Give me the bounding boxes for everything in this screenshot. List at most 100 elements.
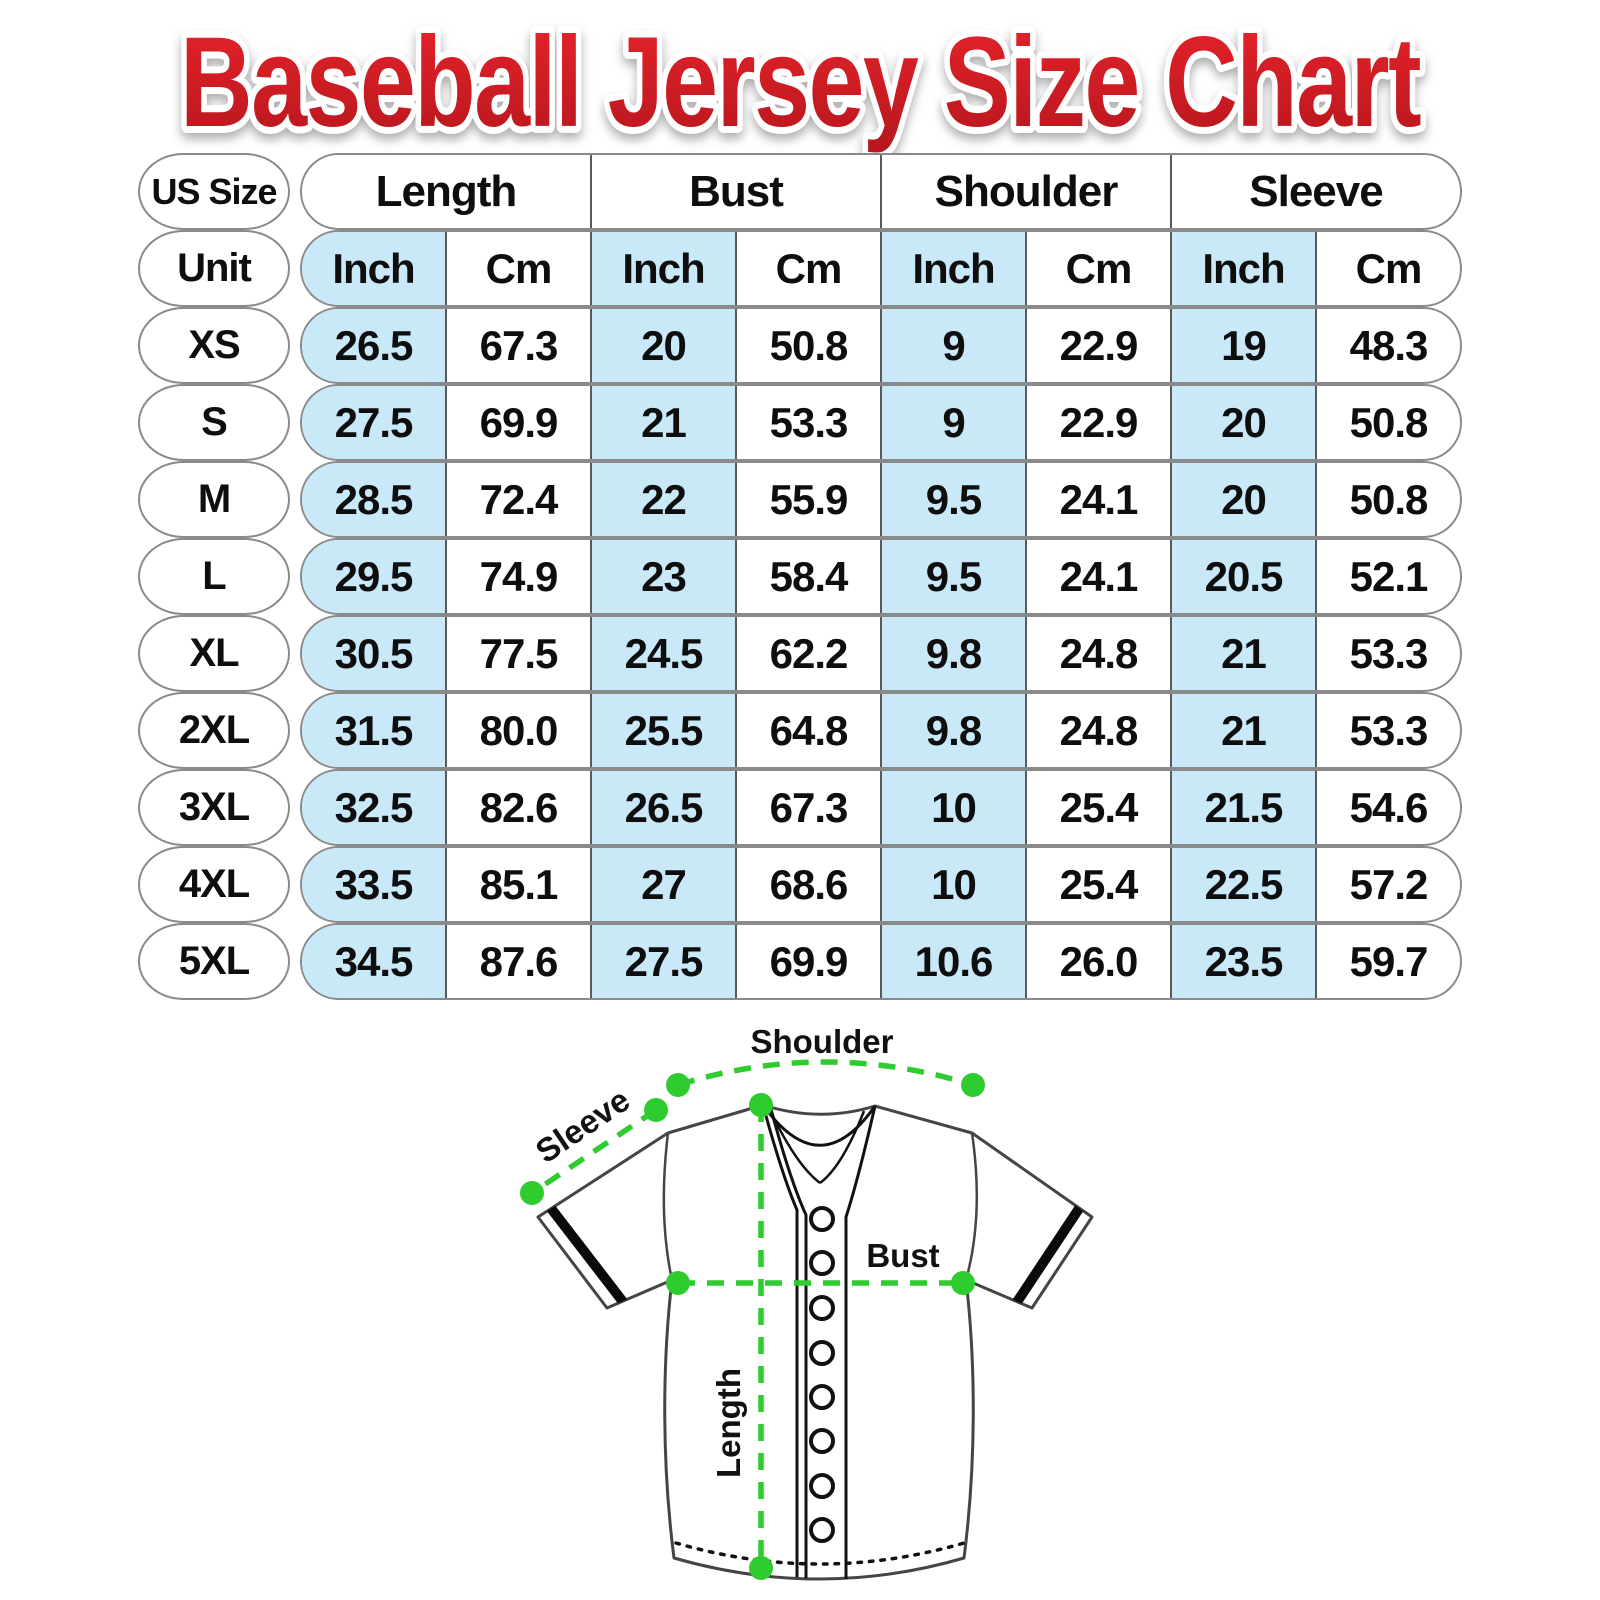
row-values-pill: 27.5 69.9 21 53.3 9 22.9 20 50.8 [300,384,1462,461]
size-label: 3XL [138,769,290,846]
value-cell: 20 [590,309,735,382]
value-cell: 27 [590,848,735,921]
value-cell: 23 [590,540,735,613]
value-cell: 28.5 [302,463,445,536]
value-cell: 22.5 [1170,848,1315,921]
value-cell: 32.5 [302,771,445,844]
row-values-pill: 31.5 80.0 25.5 64.8 9.8 24.8 21 53.3 [300,692,1462,769]
size-label: XS [138,307,290,384]
row-values-pill: 28.5 72.4 22 55.9 9.5 24.1 20 50.8 [300,461,1462,538]
value-cell: 34.5 [302,925,445,998]
value-cell: 30.5 [302,617,445,690]
value-cell: 26.5 [590,771,735,844]
table-row: S 27.5 69.9 21 53.3 9 22.9 20 50.8 [138,384,1462,461]
measurement-endpoints [520,1073,985,1580]
value-cell: 21 [1170,694,1315,767]
value-cell: 9 [880,386,1025,459]
value-cell: 24.8 [1025,694,1170,767]
row-values-pill: 32.5 82.6 26.5 67.3 10 25.4 21.5 54.6 [300,769,1462,846]
page-title: Baseball Jersey Size Chart [180,11,1421,154]
size-label: L [138,538,290,615]
shoulder-label: Shoulder [750,1023,893,1060]
value-cell: 74.9 [445,540,590,613]
column-header-shoulder: Shoulder [880,155,1170,228]
value-cell: 24.8 [1025,617,1170,690]
value-cell: 55.9 [735,463,880,536]
value-cell: 9.5 [880,540,1025,613]
row-values-pill: 29.5 74.9 23 58.4 9.5 24.1 20.5 52.1 [300,538,1462,615]
value-cell: 52.1 [1315,540,1460,613]
size-label: S [138,384,290,461]
value-cell: 20 [1170,386,1315,459]
row-values-pill: 30.5 77.5 24.5 62.2 9.8 24.8 21 53.3 [300,615,1462,692]
row-values-pill: 26.5 67.3 20 50.8 9 22.9 19 48.3 [300,307,1462,384]
table-body: XS 26.5 67.3 20 50.8 9 22.9 19 48.3 S 27… [138,307,1462,1000]
value-cell: 9.5 [880,463,1025,536]
jersey-outline [536,1103,1094,1581]
table-row: 4XL 33.5 85.1 27 68.6 10 25.4 22.5 57.2 [138,846,1462,923]
hem-stitch [674,1541,966,1566]
value-cell: 82.6 [445,771,590,844]
value-cell: 50.8 [1315,463,1460,536]
value-cell: 62.2 [735,617,880,690]
table-row: 3XL 32.5 82.6 26.5 67.3 10 25.4 21.5 54.… [138,769,1462,846]
value-cell: 69.9 [735,925,880,998]
value-cell: 20.5 [1170,540,1315,613]
collar [761,1104,877,1579]
value-cell: 20 [1170,463,1315,536]
value-cell: 54.6 [1315,771,1460,844]
size-label: XL [138,615,290,692]
unit-header-cm: Cm [1025,232,1170,305]
value-cell: 67.3 [445,309,590,382]
value-cell: 22 [590,463,735,536]
size-label: 2XL [138,692,290,769]
value-cell: 24.1 [1025,463,1170,536]
value-cell: 10 [880,848,1025,921]
value-cell: 22.9 [1025,309,1170,382]
value-cell: 48.3 [1315,309,1460,382]
value-cell: 10 [880,771,1025,844]
value-cell: 21.5 [1170,771,1315,844]
value-cell: 21 [1170,617,1315,690]
value-cell: 77.5 [445,617,590,690]
size-label: 5XL [138,923,290,1000]
value-cell: 9.8 [880,694,1025,767]
value-cell: 9.8 [880,617,1025,690]
value-cell: 67.3 [735,771,880,844]
value-cell: 85.1 [445,848,590,921]
value-cell: 29.5 [302,540,445,613]
value-cell: 25.4 [1025,771,1170,844]
unit-header-cm: Cm [1315,232,1460,305]
buttons [809,1206,835,1543]
value-cell: 26.5 [302,309,445,382]
sleeve-stripe-left [538,1190,631,1308]
size-label: 4XL [138,846,290,923]
group-header-pill: Length Bust Shoulder Sleeve [300,153,1462,230]
value-cell: 24.5 [590,617,735,690]
table-row: XL 30.5 77.5 24.5 62.2 9.8 24.8 21 53.3 [138,615,1462,692]
table-header-row: US Size Length Bust Shoulder Sleeve [138,153,1462,230]
value-cell: 23.5 [1170,925,1315,998]
value-cell: 19 [1170,309,1315,382]
value-cell: 58.4 [735,540,880,613]
title-banner: Baseball Jersey Size Chart [173,6,1430,161]
size-chart-table: US Size Length Bust Shoulder Sleeve Unit… [138,153,1462,1000]
row-values-pill: 33.5 85.1 27 68.6 10 25.4 22.5 57.2 [300,846,1462,923]
value-cell: 9 [880,309,1025,382]
measurement-lines [530,1059,974,1568]
value-cell: 59.7 [1315,925,1460,998]
value-cell: 27.5 [302,386,445,459]
table-row: XS 26.5 67.3 20 50.8 9 22.9 19 48.3 [138,307,1462,384]
table-unit-row: Unit Inch Cm Inch Cm Inch Cm Inch Cm [138,230,1462,307]
value-cell: 53.3 [735,386,880,459]
unit-header-cm: Cm [445,232,590,305]
unit-header-cm: Cm [735,232,880,305]
column-header-length: Length [375,166,518,216]
size-label: M [138,461,290,538]
value-cell: 27.5 [590,925,735,998]
table-row: L 29.5 74.9 23 58.4 9.5 24.1 20.5 52.1 [138,538,1462,615]
bust-label: Bust [866,1237,939,1274]
table-row: M 28.5 72.4 22 55.9 9.5 24.1 20 50.8 [138,461,1462,538]
column-header-sleeve: Sleeve [1170,155,1460,228]
